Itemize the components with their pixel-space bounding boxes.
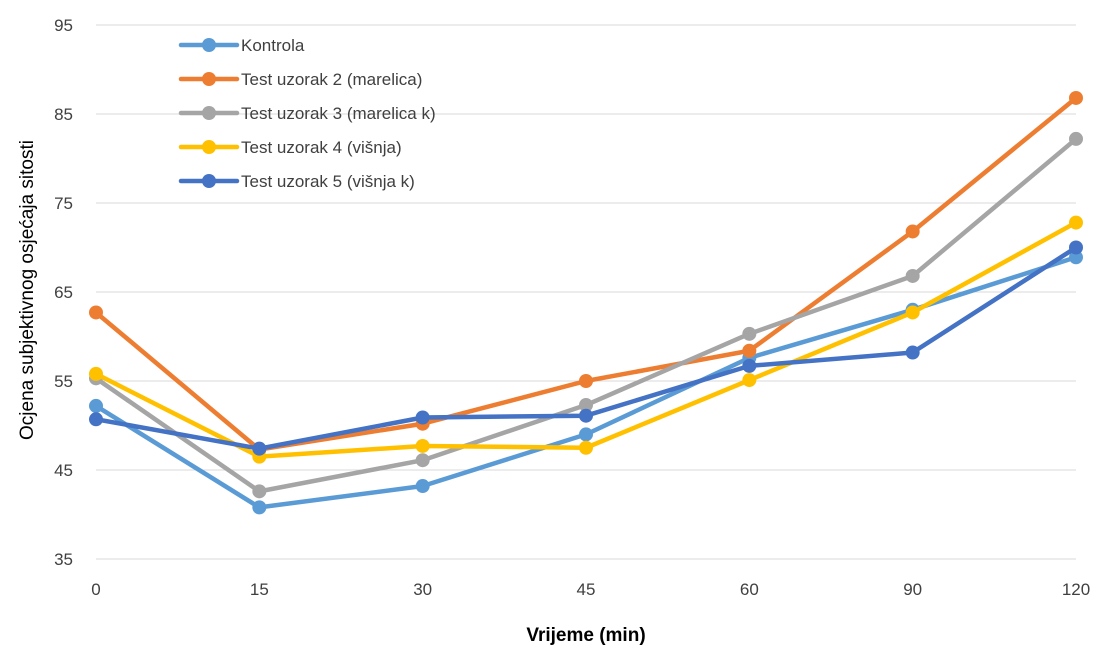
data-point [742, 326, 757, 341]
x-tick-label: 45 [577, 580, 596, 599]
data-point [415, 453, 430, 468]
y-axis-title: Ocjena subjektivnog osjećaja sitosti [17, 140, 38, 440]
y-tick-label: 55 [54, 372, 73, 391]
data-point [415, 479, 430, 494]
data-point [905, 345, 920, 360]
legend-marker [202, 174, 216, 188]
legend-item: Test uzorak 4 (višnja) [178, 138, 402, 157]
data-point [742, 373, 757, 388]
legend-marker [202, 72, 216, 86]
data-point [252, 484, 267, 499]
legend-item: Kontrola [178, 36, 305, 55]
data-point [252, 500, 267, 515]
x-tick-label: 15 [250, 580, 269, 599]
data-point [579, 408, 593, 423]
data-point [742, 343, 757, 358]
x-tick-label: 120 [1062, 580, 1090, 599]
y-tick-label: 35 [54, 550, 73, 569]
series-4 [89, 215, 1083, 464]
y-tick-label: 75 [54, 194, 73, 213]
legend-label: Test uzorak 5 (višnja k) [241, 172, 415, 191]
legend-marker [202, 140, 216, 154]
x-tick-label: 30 [413, 580, 432, 599]
series-5 [89, 240, 1083, 456]
series-group [89, 90, 1083, 515]
data-point [89, 398, 103, 413]
legend-label: Kontrola [241, 36, 305, 55]
y-tick-label: 95 [54, 16, 73, 35]
data-point [579, 427, 593, 442]
data-point [1069, 215, 1083, 230]
data-point [742, 358, 757, 373]
data-point [579, 398, 593, 413]
legend-label: Test uzorak 3 (marelica k) [241, 104, 436, 123]
data-point [89, 305, 103, 320]
legend-item: Test uzorak 2 (marelica) [178, 70, 422, 89]
legend-marker [202, 106, 216, 120]
data-point [1069, 250, 1083, 265]
legend-item: Test uzorak 5 (višnja k) [178, 172, 415, 191]
x-axis-ticks: 0 15 30 45 60 90 120 [91, 580, 1090, 599]
legend-label: Test uzorak 2 (marelica) [241, 70, 422, 89]
x-tick-label: 60 [740, 580, 759, 599]
data-point [905, 305, 920, 320]
y-tick-label: 85 [54, 105, 73, 124]
legend-item: Test uzorak 3 (marelica k) [178, 104, 436, 123]
legend-marker [202, 38, 216, 52]
legend-label: Test uzorak 4 (višnja) [241, 138, 402, 157]
data-point [1069, 90, 1083, 105]
x-tick-label: 0 [91, 580, 100, 599]
data-point [579, 440, 593, 455]
data-point [1069, 131, 1083, 146]
data-point [89, 366, 103, 381]
data-point [579, 374, 593, 388]
data-point [89, 412, 103, 427]
data-point [1069, 240, 1083, 255]
y-tick-label: 65 [54, 283, 73, 302]
data-point [415, 438, 430, 453]
x-axis-title: Vrijeme (min) [526, 625, 645, 646]
data-point [905, 224, 920, 239]
y-axis-ticks: 35 45 55 65 75 85 95 [54, 16, 73, 569]
legend: Kontrola Test uzorak 2 (marelica) Test uzo… [178, 36, 436, 191]
data-point [252, 441, 267, 456]
y-tick-label: 45 [54, 461, 73, 480]
x-tick-label: 90 [903, 580, 922, 599]
data-point [905, 268, 920, 283]
data-point [415, 410, 430, 425]
